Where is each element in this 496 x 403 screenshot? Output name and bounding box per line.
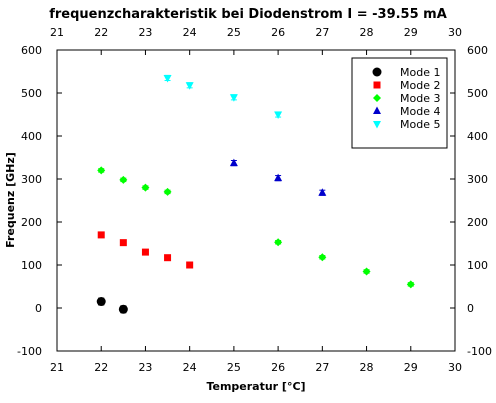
y-tick-label-right: 400	[467, 130, 488, 143]
series-5	[163, 74, 283, 119]
data-point	[318, 188, 327, 196]
data-point	[163, 187, 172, 196]
data-point	[362, 267, 371, 276]
x-tick-label-top: 29	[404, 26, 418, 39]
data-point	[274, 238, 283, 247]
x-tick-label-bottom: 28	[360, 361, 374, 374]
data-point	[96, 297, 106, 307]
y-tick-label-right: 600	[467, 44, 488, 57]
legend-marker	[373, 121, 381, 129]
chart-title: frequenzcharakteristik bei Diodenstrom I…	[49, 7, 447, 22]
x-tick-label-bottom: 29	[404, 361, 418, 374]
data-point	[97, 166, 106, 175]
series-3	[97, 166, 415, 289]
x-tick-label-bottom: 23	[138, 361, 152, 374]
data-point	[274, 111, 283, 119]
x-tick-label-top: 25	[227, 26, 241, 39]
series-2	[97, 231, 194, 269]
x-tick-label-bottom: 26	[271, 361, 285, 374]
x-tick-label-top: 30	[448, 26, 462, 39]
data-point	[118, 304, 128, 314]
legend-label: Mode 2	[400, 79, 440, 92]
x-tick-label-bottom: 30	[448, 361, 462, 374]
data-point	[97, 231, 105, 239]
x-axis-label: Temperatur [°C]	[206, 380, 305, 393]
y-tick-label-right: 0	[467, 302, 474, 315]
x-tick-label-bottom: 25	[227, 361, 241, 374]
legend-label: Mode 3	[400, 92, 440, 105]
y-tick-label-right: 100	[467, 259, 488, 272]
legend-box	[351, 57, 448, 149]
x-tick-label-top: 28	[360, 26, 374, 39]
data-point	[119, 239, 127, 247]
legend-marker	[373, 106, 381, 114]
y-tick-label-left: 200	[21, 216, 42, 229]
legend-marker	[372, 67, 382, 77]
y-tick-label-left: 0	[35, 302, 42, 315]
x-tick-label-top: 21	[50, 26, 64, 39]
x-tick-label-top: 23	[138, 26, 152, 39]
y-tick-label-left: 500	[21, 87, 42, 100]
legend-label: Mode 5	[400, 118, 440, 131]
y-tick-label-left: 300	[21, 173, 42, 186]
y-tick-label-left: -100	[17, 345, 42, 358]
series-1	[96, 297, 128, 314]
y-tick-label-right: 200	[467, 216, 488, 229]
data-point	[141, 248, 149, 256]
y-tick-label-right: 300	[467, 173, 488, 186]
data-point	[229, 158, 238, 167]
x-tick-label-bottom: 21	[50, 361, 64, 374]
x-tick-label-bottom: 27	[315, 361, 329, 374]
x-tick-label-top: 24	[183, 26, 197, 39]
axis-ticks: 21 21 22 22 23 23 24 24 25 25 26 26 27 27 28 28 29 29 30 30…	[17, 26, 492, 374]
data-point	[119, 175, 128, 184]
data-point	[164, 254, 172, 262]
y-tick-label-left: 400	[21, 130, 42, 143]
data-point	[406, 280, 415, 289]
y-tick-label-left: 600	[21, 44, 42, 57]
y-tick-label-left: 100	[21, 259, 42, 272]
data-point	[229, 94, 238, 102]
data-point	[185, 82, 194, 90]
series-4	[229, 158, 327, 196]
data-point	[318, 253, 327, 262]
legend-label: Mode 4	[400, 105, 440, 118]
x-tick-label-top: 27	[315, 26, 329, 39]
data-point	[274, 173, 283, 182]
y-tick-label-right: -100	[467, 345, 492, 358]
data-point	[163, 74, 172, 83]
y-tick-label-right: 500	[467, 87, 488, 100]
data-point	[141, 183, 150, 192]
legend-marker	[373, 81, 381, 89]
data-point	[186, 261, 194, 269]
x-tick-label-bottom: 24	[183, 361, 197, 374]
x-tick-label-top: 26	[271, 26, 285, 39]
x-tick-label-bottom: 22	[94, 361, 108, 374]
data-marks	[96, 74, 415, 314]
x-tick-label-top: 22	[94, 26, 108, 39]
legend-label: Mode 1	[400, 66, 440, 79]
y-axis-label: Frequenz [GHz]	[4, 152, 17, 248]
legend-marker	[373, 94, 381, 102]
